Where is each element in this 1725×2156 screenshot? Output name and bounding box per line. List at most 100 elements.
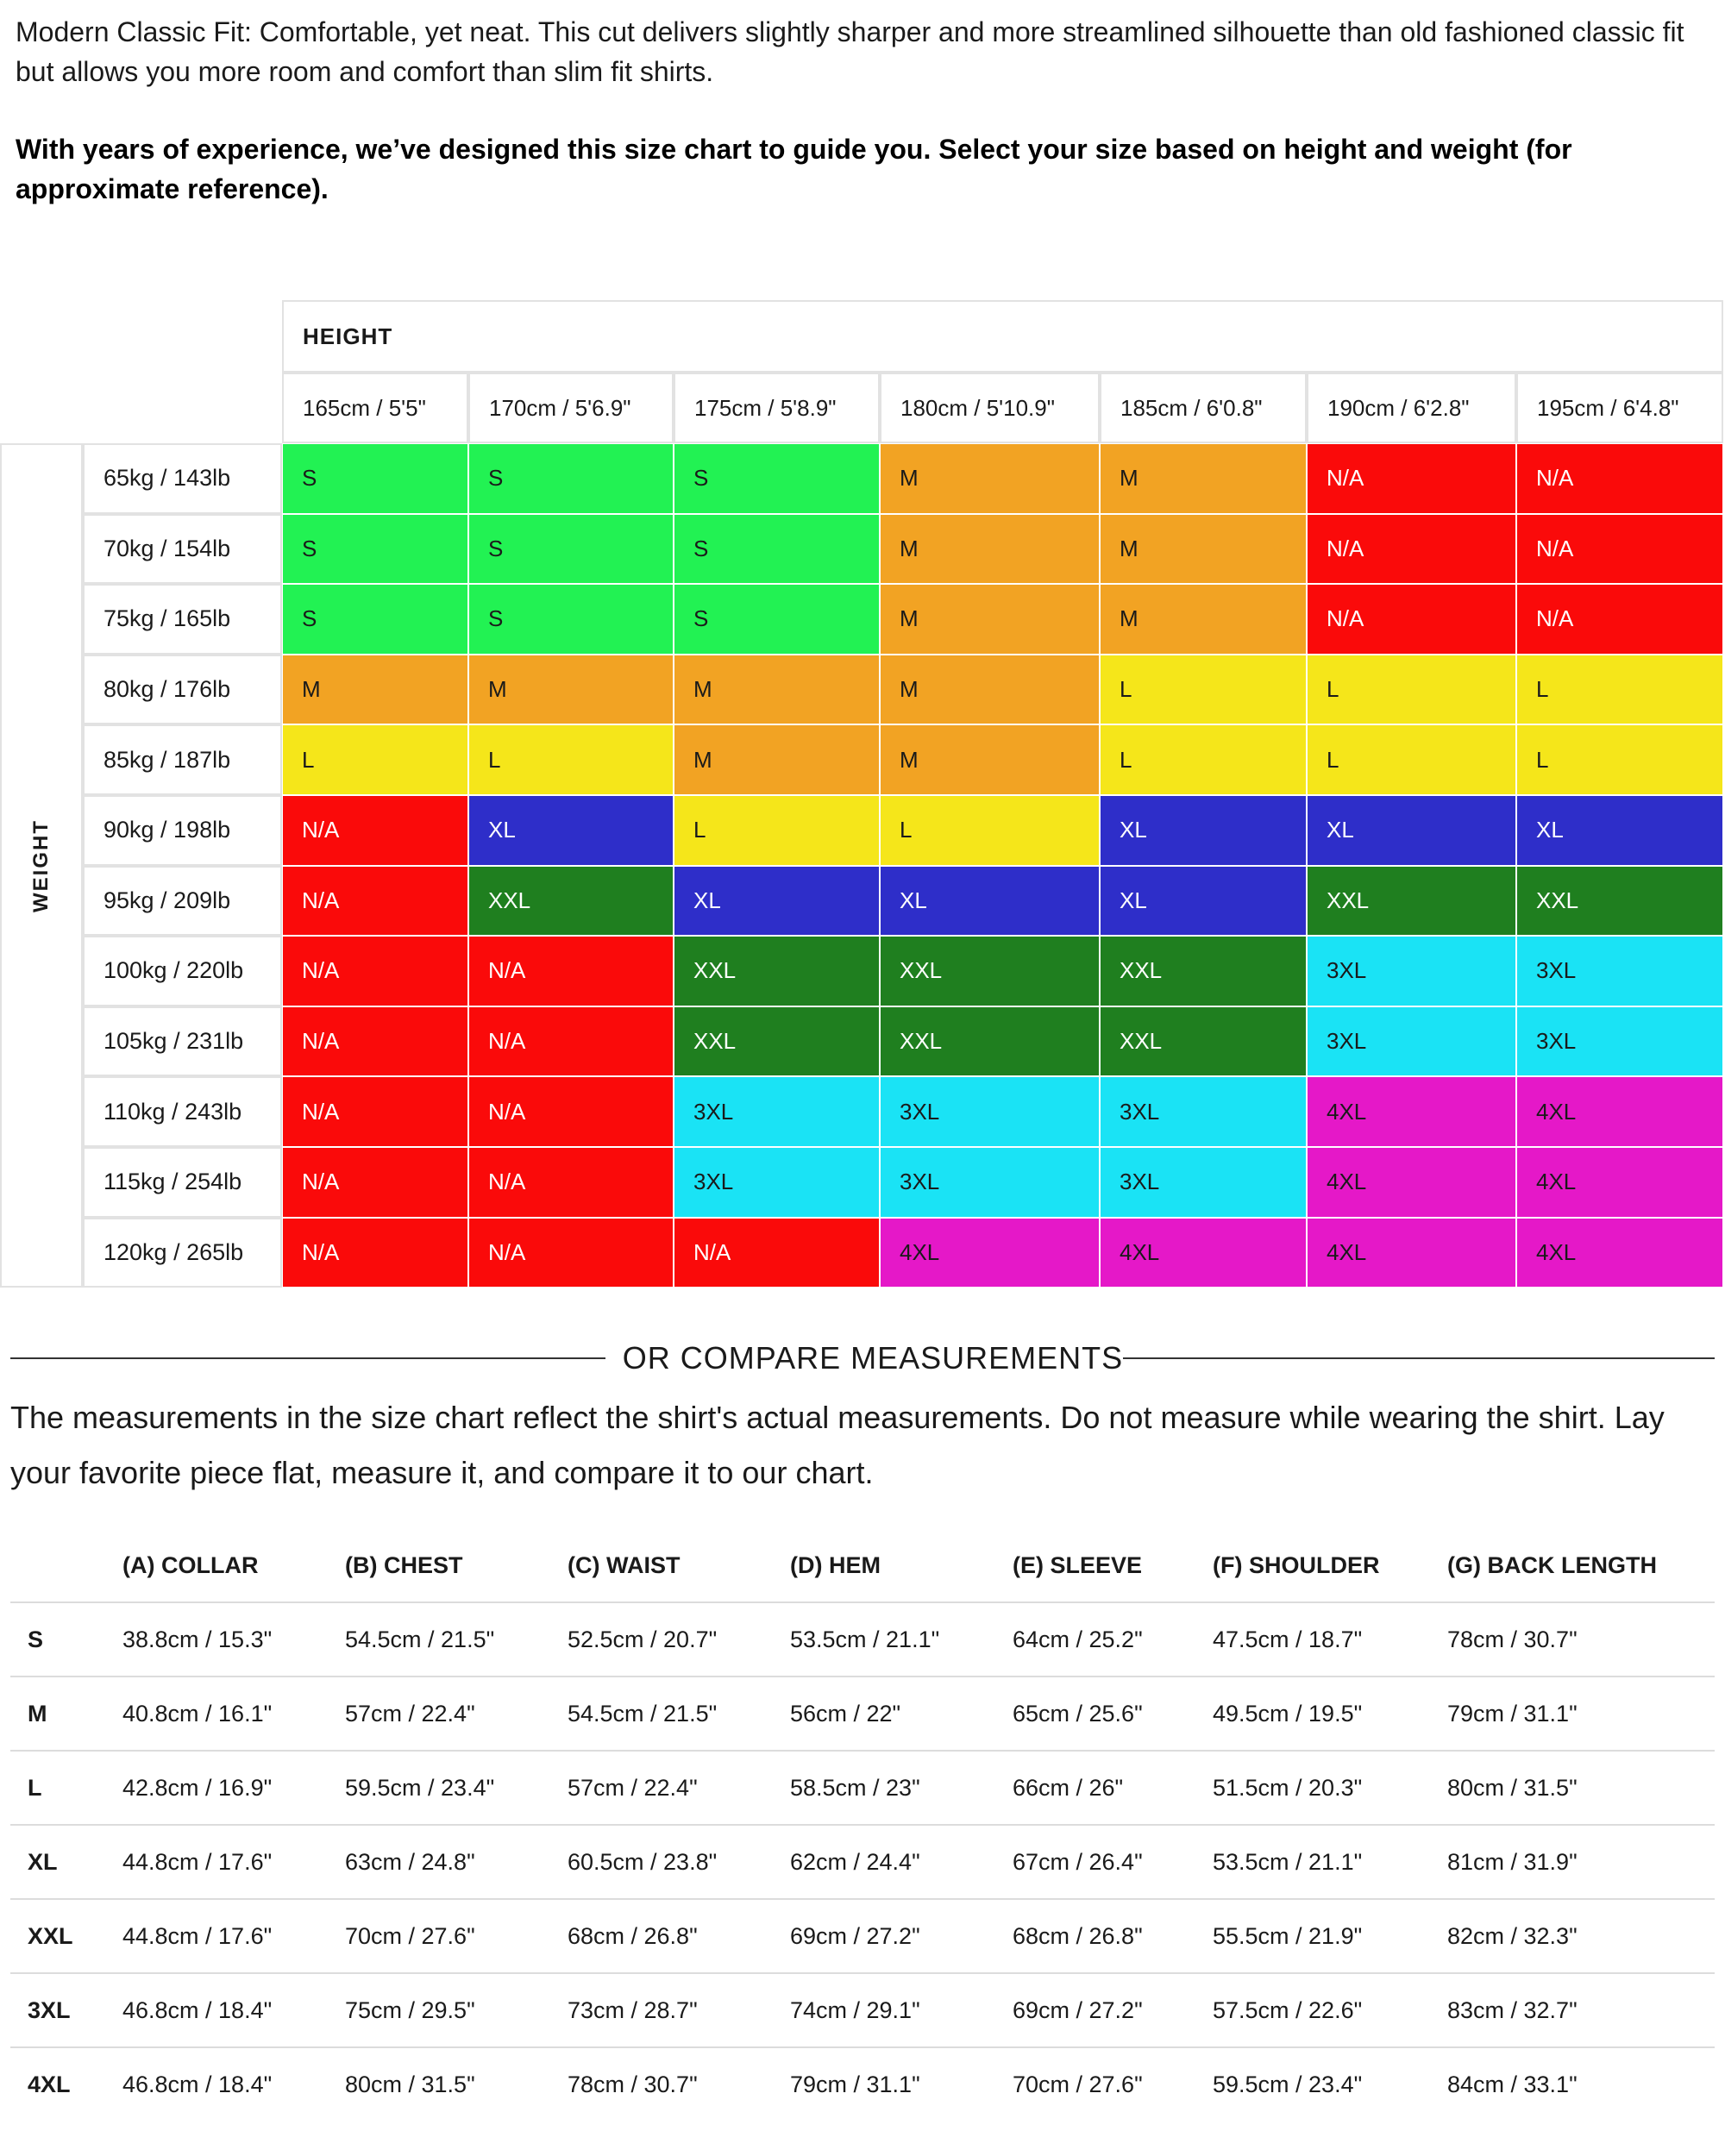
measurement-value: 68cm / 26.8"	[1013, 1898, 1213, 1973]
row-size-label: L	[10, 1750, 122, 1825]
measurement-value: 44.8cm / 17.6"	[122, 1824, 345, 1899]
weight-row-header: 120kg / 265lb	[83, 1217, 282, 1288]
size-cell: XXL	[880, 1006, 1100, 1077]
weight-row-header: 75kg / 165lb	[83, 584, 282, 655]
height-column-header: 190cm / 6'2.8"	[1307, 373, 1516, 443]
measurement-value: 65cm / 25.6"	[1013, 1676, 1213, 1751]
measurement-value: 74cm / 29.1"	[790, 1972, 1013, 2047]
size-cell: L	[1100, 654, 1307, 725]
row-size-label: XXL	[10, 1898, 122, 1973]
measurements-header-row: (A) COLLAR (B) CHEST (C) WAIST (D) HEM (E) S…	[10, 1529, 1715, 1602]
measurement-value: 54.5cm / 21.5"	[345, 1601, 568, 1677]
size-cell: M	[880, 443, 1100, 514]
height-column-header: 165cm / 5'5"	[282, 373, 468, 443]
size-guide-instructions: With years of experience, we’ve designed…	[16, 134, 1572, 204]
size-cell: XXL	[1307, 865, 1516, 937]
size-cell: N/A	[468, 1006, 674, 1077]
size-cell: M	[880, 584, 1100, 655]
size-cell: M	[674, 654, 880, 725]
measurement-value: 56cm / 22"	[790, 1676, 1013, 1751]
weight-row-header: 95kg / 209lb	[83, 865, 282, 937]
size-cell: N/A	[1307, 443, 1516, 514]
size-cell: 3XL	[1307, 936, 1516, 1006]
size-cell: XXL	[1100, 1006, 1307, 1077]
height-column-header: 180cm / 5'10.9"	[880, 373, 1100, 443]
measurement-value: 83cm / 32.7"	[1447, 1972, 1715, 2047]
size-cell: N/A	[282, 936, 468, 1006]
size-cell: 4XL	[1307, 1076, 1516, 1147]
size-cell: N/A	[282, 795, 468, 866]
size-cell: M	[880, 724, 1100, 795]
measurement-value: 44.8cm / 17.6"	[122, 1898, 345, 1973]
size-cell: N/A	[468, 936, 674, 1006]
size-cell: L	[880, 795, 1100, 866]
measurement-column-header: (C) WAIST	[568, 1551, 681, 1578]
size-cell: N/A	[1307, 513, 1516, 585]
size-cell: 3XL	[1307, 1006, 1516, 1077]
size-cell: 3XL	[1516, 936, 1723, 1006]
weight-title: WEIGHT	[29, 818, 53, 912]
size-cell: XXL	[468, 865, 674, 937]
size-cell: S	[282, 443, 468, 514]
measurement-value: 57cm / 22.4"	[345, 1676, 568, 1751]
measurement-value: 57.5cm / 22.6"	[1213, 1972, 1447, 2047]
size-cell: XL	[1100, 795, 1307, 866]
measurement-value: 53.5cm / 21.1"	[790, 1601, 1013, 1677]
measurement-value: 60.5cm / 23.8"	[568, 1824, 790, 1899]
weight-row-header: 85kg / 187lb	[83, 724, 282, 795]
measurement-value: 54.5cm / 21.5"	[568, 1676, 790, 1751]
weight-row-header: 100kg / 220lb	[83, 936, 282, 1006]
measurement-value: 75cm / 29.5"	[345, 1972, 568, 2047]
measurement-column-header: (D) HEM	[790, 1551, 881, 1578]
size-cell: M	[468, 654, 674, 725]
weight-row-header: 65kg / 143lb	[83, 443, 282, 514]
measurement-value: 69cm / 27.2"	[1013, 1972, 1213, 2047]
measurement-value: 70cm / 27.6"	[345, 1898, 568, 1973]
measurement-value: 84cm / 33.1"	[1447, 2046, 1715, 2121]
size-cell: XL	[1100, 865, 1307, 937]
measurement-value: 62cm / 24.4"	[790, 1824, 1013, 1899]
measurement-column-header: (A) COLLAR	[122, 1551, 259, 1578]
fit-description: Modern Classic Fit: Comfortable, yet nea…	[16, 16, 1684, 87]
size-cell: XL	[674, 865, 880, 937]
size-cell: N/A	[468, 1217, 674, 1288]
measurement-value: 46.8cm / 18.4"	[122, 1972, 345, 2047]
size-cell: S	[468, 584, 674, 655]
measurement-value: 63cm / 24.8"	[345, 1824, 568, 1899]
measurement-column-header: (B) CHEST	[345, 1551, 463, 1578]
measurement-value: 79cm / 31.1"	[790, 2046, 1013, 2121]
measurement-value: 46.8cm / 18.4"	[122, 2046, 345, 2121]
measurement-value: 79cm / 31.1"	[1447, 1676, 1715, 1751]
compare-instructions: The measurements in the size chart refle…	[10, 1400, 1665, 1490]
table-row: 4XL 46.8cm / 18.4" 80cm / 31.5" 78cm / 30.7…	[10, 2046, 1715, 2121]
size-cell: N/A	[1307, 584, 1516, 655]
size-cell: M	[880, 654, 1100, 725]
weight-axis: WEIGHT	[0, 443, 83, 1288]
size-cell: XL	[880, 865, 1100, 937]
size-cell: S	[674, 513, 880, 585]
size-cell: N/A	[1516, 443, 1723, 514]
measurement-value: 78cm / 30.7"	[1447, 1601, 1715, 1677]
size-cell: L	[1307, 654, 1516, 725]
size-cell: M	[880, 513, 1100, 585]
measurement-value: 67cm / 26.4"	[1013, 1824, 1213, 1899]
size-cell: N/A	[282, 1147, 468, 1218]
measurement-value: 73cm / 28.7"	[568, 1972, 790, 2047]
row-size-label: 3XL	[10, 1972, 122, 2047]
size-cell: XXL	[1100, 936, 1307, 1006]
size-cell: L	[1307, 724, 1516, 795]
size-cell: N/A	[282, 1217, 468, 1288]
divider-line-left	[10, 1357, 605, 1359]
size-cell: L	[674, 795, 880, 866]
size-cell: 3XL	[1100, 1076, 1307, 1147]
size-cell: N/A	[674, 1217, 880, 1288]
size-cell: XXL	[1516, 865, 1723, 937]
measurement-value: 52.5cm / 20.7"	[568, 1601, 790, 1677]
size-cell: 3XL	[880, 1147, 1100, 1218]
size-cell: N/A	[282, 865, 468, 937]
measurement-column-header: (F) SHOULDER	[1213, 1551, 1380, 1578]
size-cell: XXL	[674, 1006, 880, 1077]
size-cell: XXL	[674, 936, 880, 1006]
size-cell: M	[282, 654, 468, 725]
measurement-value: 47.5cm / 18.7"	[1213, 1601, 1447, 1677]
